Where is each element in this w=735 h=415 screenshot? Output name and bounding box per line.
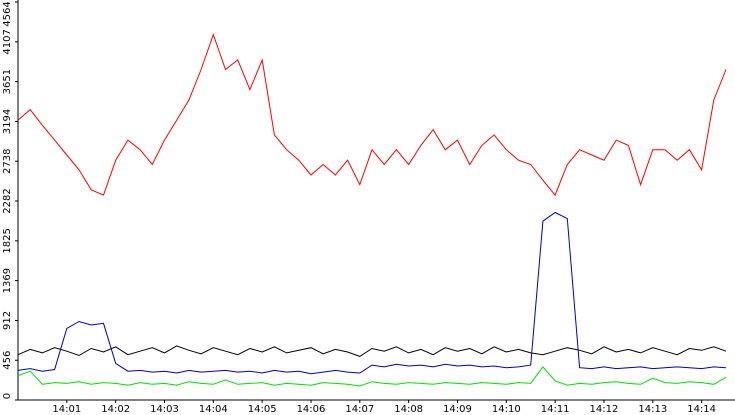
y-tick-label: 3194	[2, 109, 13, 134]
y-tick-label: 4564	[2, 1, 13, 26]
y-tick-label: 2282	[2, 188, 13, 213]
x-tick-label: 14:11	[541, 404, 570, 415]
y-tick-label: 4107	[2, 29, 13, 54]
x-tick-label: 14:06	[297, 404, 326, 415]
x-tick-label: 14:03	[150, 404, 179, 415]
series-line	[17, 345, 727, 357]
x-tick-label: 14:07	[345, 404, 374, 415]
y-tick-label: 3651	[2, 69, 13, 94]
y-tick-label: 1825	[2, 228, 13, 253]
y-tick-label: 2738	[2, 149, 13, 174]
x-tick-label: 14:12	[590, 404, 619, 415]
x-tick-label: 14:01	[52, 404, 81, 415]
series-line	[17, 211, 727, 375]
series-line	[17, 33, 727, 197]
x-tick-label: 14:05	[248, 404, 277, 415]
y-tick-label: 912	[2, 311, 13, 330]
x-tick-label: 14:10	[492, 404, 521, 415]
x-tick-label: 14:04	[199, 404, 228, 415]
y-tick-label: 1369	[2, 268, 13, 293]
x-tick-label: 14:08	[394, 404, 423, 415]
series-line	[17, 366, 727, 387]
x-tick-label: 14:09	[443, 404, 472, 415]
x-tick-label: 14:14	[687, 404, 716, 415]
x-tick-label: 14:13	[638, 404, 667, 415]
y-tick-label: 0	[2, 393, 13, 399]
x-tick-label: 14:02	[101, 404, 130, 415]
y-tick-label: 456	[2, 351, 13, 370]
